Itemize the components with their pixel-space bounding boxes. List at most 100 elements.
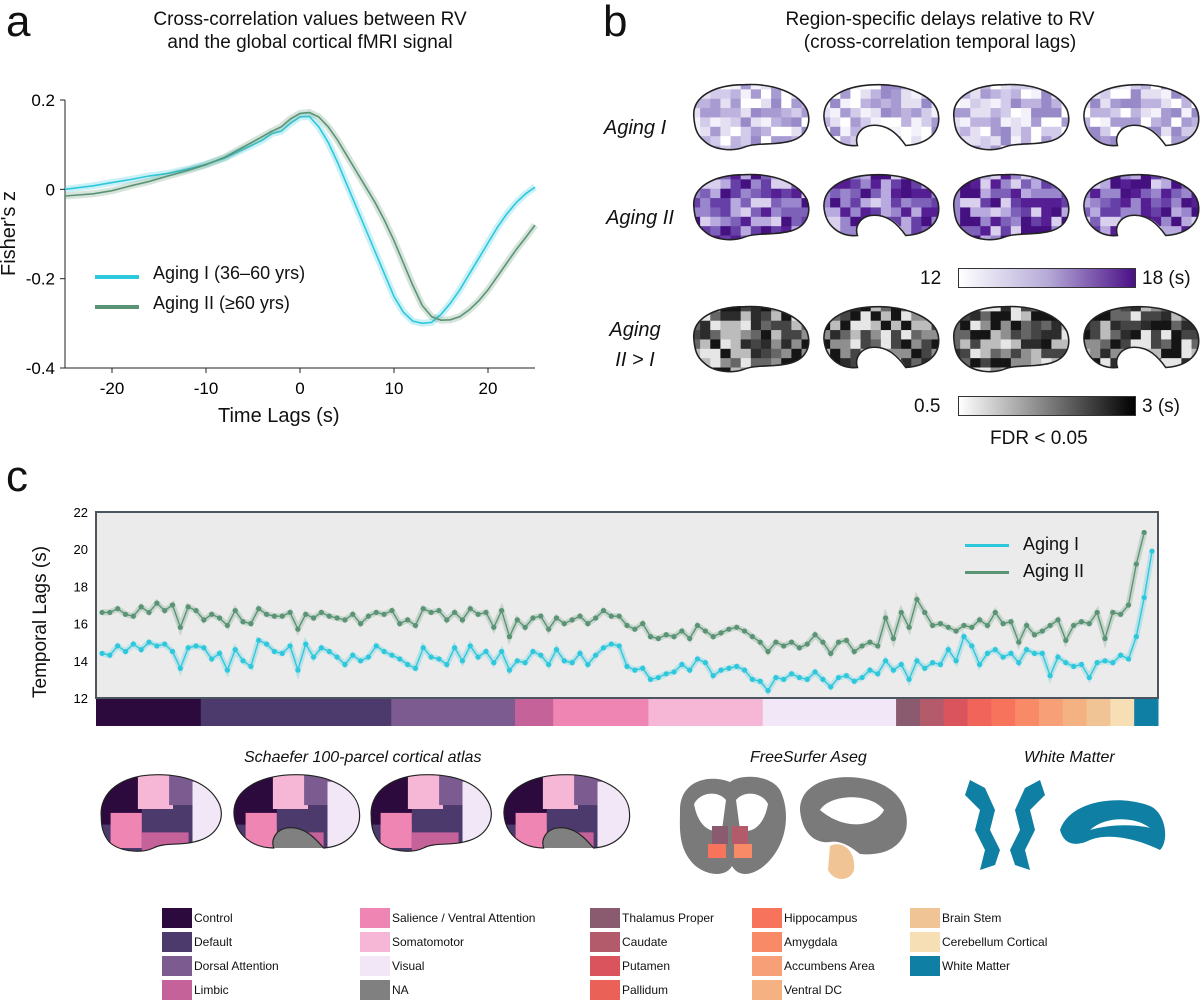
legend-label: Brain Stem — [942, 911, 1002, 925]
panel-c-point — [240, 658, 246, 664]
panel-a-xtick-label: 0 — [295, 379, 304, 398]
row-label-aging-diff-line-2: II > I — [615, 349, 655, 371]
panel-c-point — [718, 630, 724, 636]
panel-c-point — [1118, 652, 1124, 658]
brain-map-r2-c1 — [693, 173, 810, 241]
schaefer-brain-2 — [233, 774, 361, 849]
panel-c-point — [624, 622, 630, 629]
panel-c-point — [577, 613, 583, 619]
panel-a-title: Cross-correlation values between RV and … — [60, 8, 560, 54]
panel-c-point — [796, 674, 802, 681]
aseg-coronal-wm-right — [736, 793, 768, 831]
panel-c-point — [514, 658, 520, 664]
panel-c-point — [663, 632, 669, 638]
panel-c-point — [741, 667, 748, 673]
panel-c-point — [812, 669, 818, 675]
schaefer-brain-1 — [100, 774, 222, 852]
panel-c-point — [546, 626, 552, 632]
panel-c-point — [1141, 529, 1147, 536]
panel-c-point — [961, 622, 967, 629]
panel-c-ytick-label: 16 — [74, 617, 88, 632]
brain-map-medial-wall — [1116, 215, 1168, 238]
panel-c-point — [749, 634, 755, 640]
panel-c-point — [154, 643, 160, 649]
brain-map-r3-c2 — [823, 305, 940, 370]
panel-c-ytick-label: 22 — [74, 505, 88, 520]
brain-map-outline — [823, 83, 940, 147]
panel-c-point — [757, 678, 763, 684]
panel-c-point — [741, 628, 748, 634]
colorbar-gray — [958, 396, 1136, 416]
panel-c-point — [922, 609, 928, 616]
legend-swatch — [162, 932, 192, 952]
panel-c-point — [240, 619, 246, 625]
panel-c-point — [107, 609, 113, 616]
panel-c-point — [115, 643, 121, 649]
panel-a-series-line-2 — [64, 111, 536, 322]
legend-label: Limbic — [194, 983, 229, 997]
panel-c-point — [1031, 632, 1038, 638]
panel-c-point — [459, 658, 466, 664]
panel-a-xlabel: Time Lags (s) — [218, 405, 340, 427]
panel-c-point — [1055, 654, 1061, 660]
panel-c-point — [593, 652, 599, 658]
panel-c-point — [937, 621, 944, 627]
panel-b-title-line-1: Region-specific delays relative to RV — [785, 9, 1095, 30]
schaefer-outline — [100, 774, 222, 852]
aseg-brainstem — [828, 844, 855, 879]
panel-c-point — [984, 622, 991, 629]
panel-a-ytick-label: -0.2 — [26, 270, 55, 289]
wm-sagittal-ventricle — [1090, 819, 1150, 830]
panel-c-point — [444, 661, 450, 668]
panel-c-point — [828, 650, 834, 656]
schaefer-outline — [370, 774, 492, 852]
aseg-sagittal-wm — [820, 797, 884, 825]
panel-c-point — [655, 635, 661, 642]
legend-label: Visual — [392, 959, 425, 973]
panel-c-point — [992, 609, 998, 616]
panel-c-point — [177, 665, 183, 671]
panel-c-point — [1078, 661, 1085, 668]
panel-c-point — [1133, 634, 1139, 640]
panel-c-point — [177, 624, 183, 630]
legend-label: Pallidum — [622, 983, 669, 997]
atlas-illustrations — [100, 774, 1166, 879]
aseg-hippocampus — [708, 844, 726, 858]
panel-c-point — [687, 635, 693, 642]
panel-c-point — [765, 648, 771, 655]
panel-c-point — [906, 624, 912, 630]
panel-c-point — [1086, 674, 1092, 681]
panel-c-point — [1094, 660, 1100, 666]
panel-c-point — [389, 652, 395, 658]
wm-axial-right — [1010, 780, 1045, 870]
panel-c-point — [929, 660, 936, 666]
legend-label: Somatomotor — [392, 935, 465, 949]
panel-c-point — [1031, 650, 1038, 656]
legend-swatch — [752, 956, 782, 976]
panel-b-brain-maps — [693, 83, 1200, 373]
panel-a-ylabel: Fisher's z — [0, 191, 20, 276]
panel-c-point — [624, 663, 630, 669]
brain-map-medial-wall — [1116, 125, 1168, 148]
legend-label: Cerebellum Cortical — [942, 935, 1048, 949]
panel-c-point — [569, 617, 575, 623]
legend-label: Caudate — [622, 935, 668, 949]
panel-c-point — [835, 674, 842, 681]
schaefer-medial-na — [272, 827, 324, 848]
brain-map-r2-c4 — [1083, 173, 1200, 238]
panel-c-point — [600, 607, 607, 614]
panel-a-ytick-label: -0.4 — [26, 359, 55, 378]
panel-c-point — [1039, 650, 1045, 656]
panel-c-point — [334, 654, 340, 660]
panel-c-point — [1063, 637, 1069, 643]
panel-c-point — [475, 611, 481, 617]
atlas-bar-segment — [943, 699, 969, 726]
panel-c-point — [640, 621, 646, 627]
panel-c-ytick-label: 18 — [74, 579, 88, 594]
white-matter-drawing — [965, 780, 1166, 870]
panel-c-point — [310, 615, 317, 621]
atlas-bar-segment — [1134, 699, 1159, 726]
panel-c-point — [428, 654, 434, 660]
panel-c-point — [130, 641, 136, 647]
atlas-drawings — [100, 774, 1166, 879]
